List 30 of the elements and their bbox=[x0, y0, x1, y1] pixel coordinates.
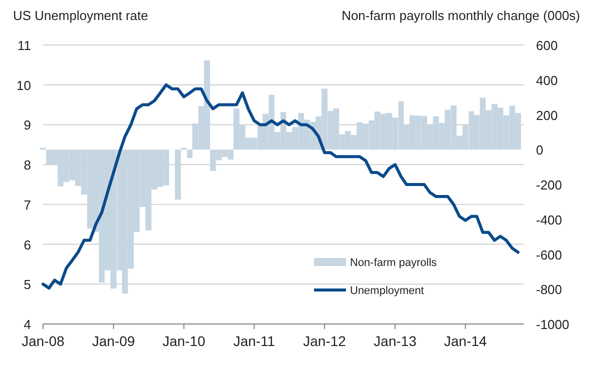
x-tick-label: Jan-12 bbox=[303, 333, 346, 349]
x-tick-label: Jan-13 bbox=[374, 333, 417, 349]
y-tick-label: 4 bbox=[24, 317, 31, 332]
y-tick-label: 7 bbox=[24, 197, 31, 212]
y2-tick-label: 400 bbox=[536, 72, 558, 88]
y-tick-label: 11 bbox=[18, 38, 31, 53]
y2-tick-label: -600 bbox=[536, 247, 562, 262]
y-tick-label: 5 bbox=[24, 277, 31, 292]
x-tick-label: Jan-09 bbox=[92, 333, 136, 349]
x-tick-label: Jan-11 bbox=[233, 333, 276, 349]
x-tick-label: Jan-10 bbox=[162, 333, 206, 349]
x-tick-label: Jan-08 bbox=[22, 333, 65, 349]
y2-tick-label: -800 bbox=[536, 282, 562, 298]
y-tick-label: 9 bbox=[24, 118, 31, 133]
y-tick-label: 6 bbox=[24, 237, 31, 252]
x-tick-label: Jan-14 bbox=[444, 333, 488, 349]
bar bbox=[174, 150, 181, 200]
y-tick-label: 8 bbox=[24, 158, 31, 173]
y2-tick-label: 0 bbox=[536, 142, 544, 158]
y2-tick-label: -1000 bbox=[536, 317, 570, 332]
y2-axis-title: Non-farm payrolls monthly change (000s) bbox=[342, 8, 580, 23]
y-axis-title: US Unemployment rate bbox=[13, 8, 148, 23]
y-tick-label: 10 bbox=[16, 78, 31, 93]
legend-label: Unemployment bbox=[350, 285, 424, 297]
y2-tick-label: -200 bbox=[536, 178, 562, 192]
bar bbox=[187, 150, 193, 158]
y2-tick-label: -400 bbox=[536, 212, 562, 228]
legend-label: Non-farm payrolls bbox=[350, 257, 438, 269]
y2-tick-label: 200 bbox=[536, 108, 558, 123]
y2-tick-label: 600 bbox=[536, 38, 558, 53]
